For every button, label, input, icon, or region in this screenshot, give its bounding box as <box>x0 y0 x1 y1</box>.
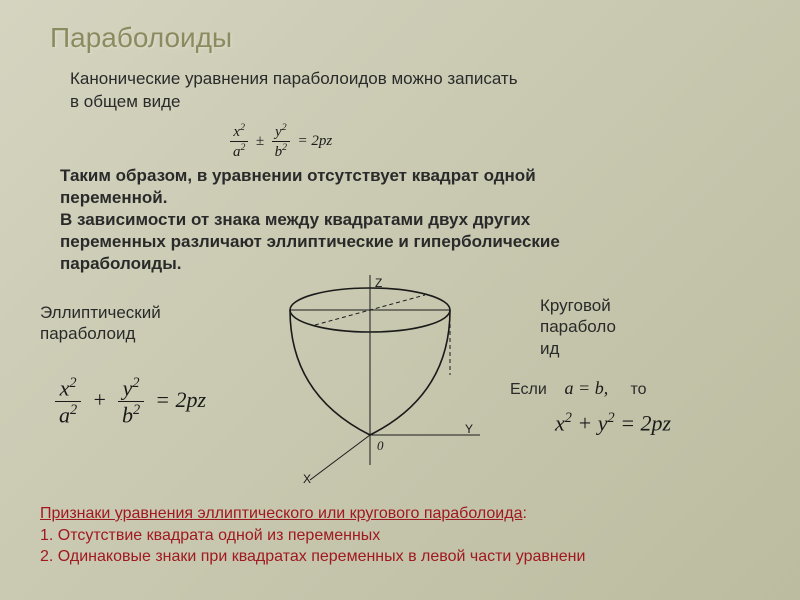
label-elliptic-l2: параболоид <box>40 324 135 343</box>
para2-l1: Таким образом, в уравнении отсутствует к… <box>60 166 536 185</box>
condition-eq: a = b, <box>565 378 609 398</box>
footnote-colon: : <box>522 505 526 522</box>
label-circular: Круговой параболо ид <box>540 295 660 359</box>
label-circular-l1: Круговой <box>540 296 611 315</box>
origin-label: 0 <box>377 438 384 453</box>
footnote-head: Признаки уравнения эллиптического или кр… <box>40 505 522 522</box>
formula-circular: x2 + y2 = 2pz <box>555 410 671 436</box>
para2-l4: переменных различают эллиптические и гип… <box>60 232 560 251</box>
if-word: Если <box>510 381 547 398</box>
page-title: Параболоиды <box>50 22 232 54</box>
axis-z-label: Z <box>375 276 382 290</box>
para2-l3: В зависимости от знака между квадратами … <box>60 210 530 229</box>
footnote-item2: 2. Одинаковые знаки при квадратах переме… <box>40 548 585 565</box>
formula-elliptic: x2a2 + y2b2 = 2pz <box>55 375 206 429</box>
intro-line2: в общем виде <box>70 92 181 111</box>
formula-general: x2a2 ± y2b2 = 2pz <box>230 122 332 161</box>
para2-l2: переменной. <box>60 188 167 207</box>
axis-y-label: Y <box>465 422 473 436</box>
explanation-text: Таким образом, в уравнении отсутствует к… <box>60 165 760 275</box>
label-elliptic: Эллиптический параболоид <box>40 302 161 345</box>
label-circular-l3: ид <box>540 339 559 358</box>
condition-row: Если a = b, то <box>510 378 646 399</box>
para2-l5: параболоиды. <box>60 254 181 273</box>
footnote-item1: 1. Отсутствие квадрата одной из переменн… <box>40 527 380 544</box>
footnote: Признаки уравнения эллиптического или кр… <box>40 503 800 568</box>
axis-x-label: X <box>303 472 311 485</box>
label-elliptic-l1: Эллиптический <box>40 303 161 322</box>
label-circular-l2: параболо <box>540 317 616 336</box>
then-word: то <box>630 381 646 398</box>
intro-line1: Канонические уравнения параболоидов можн… <box>70 69 518 88</box>
intro-text: Канонические уравнения параболоидов можн… <box>70 68 710 114</box>
paraboloid-diagram: 0 Y X Z <box>255 275 495 485</box>
